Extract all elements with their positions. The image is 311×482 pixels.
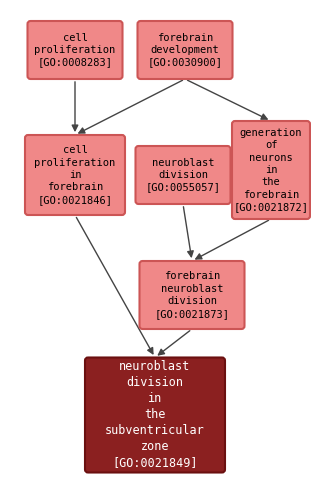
Text: cell
proliferation
[GO:0008283]: cell proliferation [GO:0008283] xyxy=(35,33,116,67)
FancyBboxPatch shape xyxy=(140,261,244,329)
Text: forebrain
development
[GO:0030900]: forebrain development [GO:0030900] xyxy=(147,33,222,67)
Text: cell
proliferation
in
forebrain
[GO:0021846]: cell proliferation in forebrain [GO:0021… xyxy=(35,145,116,205)
FancyBboxPatch shape xyxy=(27,21,123,79)
FancyBboxPatch shape xyxy=(85,358,225,472)
FancyBboxPatch shape xyxy=(136,146,230,204)
FancyBboxPatch shape xyxy=(232,121,310,219)
Text: neuroblast
division
in
the
subventricular
zone
[GO:0021849]: neuroblast division in the subventricula… xyxy=(105,361,205,469)
FancyBboxPatch shape xyxy=(25,135,125,215)
Text: forebrain
neuroblast
division
[GO:0021873]: forebrain neuroblast division [GO:002187… xyxy=(155,271,230,319)
Text: neuroblast
division
[GO:0055057]: neuroblast division [GO:0055057] xyxy=(146,158,220,192)
Text: generation
of
neurons
in
the
forebrain
[GO:0021872]: generation of neurons in the forebrain [… xyxy=(234,128,309,212)
FancyBboxPatch shape xyxy=(137,21,233,79)
